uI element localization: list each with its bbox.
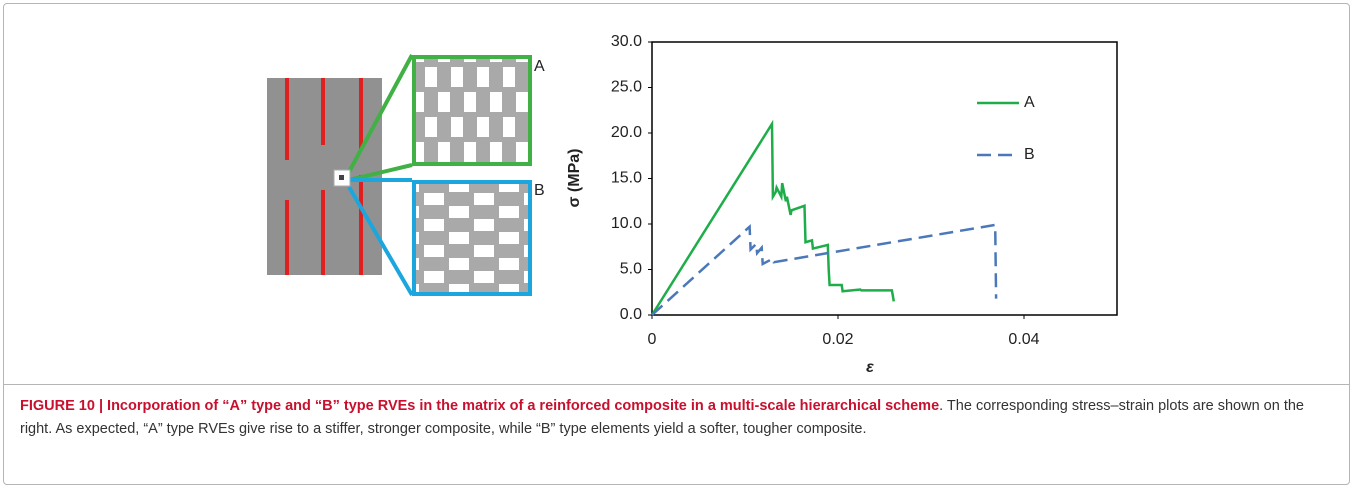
diagram-label: B bbox=[534, 182, 545, 199]
legend-label: B bbox=[1024, 146, 1035, 163]
caption-text: . The corresponding stress–strain plots … bbox=[20, 398, 1304, 437]
y-tick-label: 25.0 bbox=[611, 79, 642, 96]
y-tick-label: 0.0 bbox=[620, 306, 642, 323]
x-tick-label: 0.02 bbox=[822, 331, 853, 348]
y-tick-label: 5.0 bbox=[620, 261, 642, 278]
caption: FIGURE 10 | Incorporation of “A” type an… bbox=[20, 395, 1320, 441]
figure: A B σ (MPa) ε 0.0 5.0 10.0 15.0 20.0 25.0 30.0… bbox=[267, 33, 1118, 376]
x-tick-label: 0 bbox=[648, 331, 657, 348]
y-tick-label: 10.0 bbox=[611, 215, 642, 232]
x-tick-label: 0.04 bbox=[1008, 331, 1039, 348]
composite-diagram: A B bbox=[267, 54, 545, 297]
legend-label: A bbox=[1024, 94, 1035, 111]
rve-b bbox=[412, 180, 532, 296]
series-line bbox=[651, 223, 998, 316]
fibers bbox=[285, 78, 363, 275]
y-tick-label: 15.0 bbox=[611, 170, 642, 187]
y-tick-label: 20.0 bbox=[611, 124, 642, 141]
diagram-label: A bbox=[534, 58, 545, 75]
caption-title: FIGURE 10 | Incorporation of “A” type an… bbox=[20, 398, 940, 414]
plot-frame bbox=[651, 41, 1118, 316]
rve-a bbox=[412, 55, 532, 166]
separator bbox=[4, 384, 1349, 385]
series-line bbox=[650, 119, 896, 316]
y-axis-label: σ (MPa) bbox=[566, 149, 583, 208]
y-tick-label: 30.0 bbox=[611, 33, 642, 50]
figure-frame bbox=[3, 3, 1350, 485]
x-axis-label: ε bbox=[866, 359, 874, 376]
